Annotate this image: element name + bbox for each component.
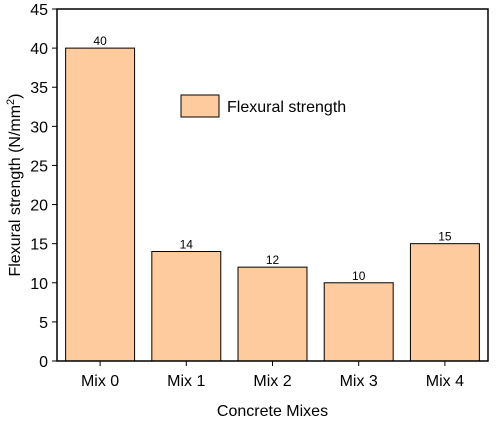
x-tick-label: Mix 4 <box>426 373 464 390</box>
x-tick-label: Mix 0 <box>81 373 119 390</box>
legend: Flexural strength <box>180 94 346 118</box>
x-tick-label: Mix 1 <box>167 373 205 390</box>
legend-label: Flexural strength <box>227 99 346 116</box>
y-axis-title-tail: ) <box>7 93 24 98</box>
y-axis: 0 5 10 15 20 25 30 35 40 45 <box>30 2 57 371</box>
bar-mix-1 <box>151 250 222 362</box>
data-label: 15 <box>438 230 452 244</box>
y-tick-label: 35 <box>30 80 48 97</box>
bar-mix-0 <box>65 47 136 362</box>
x-tick-label: Mix 3 <box>340 373 378 390</box>
bar-mix-2 <box>237 266 308 362</box>
legend-swatch <box>180 94 220 118</box>
bars-group <box>65 47 480 362</box>
bar-mix-3 <box>323 282 394 362</box>
y-tick-label: 0 <box>39 354 48 371</box>
data-label: 12 <box>266 253 280 267</box>
bar-mix-4 <box>409 243 480 362</box>
data-label: 14 <box>180 237 194 251</box>
x-axis: Mix 0 Mix 1 Mix 2 Mix 3 Mix 4 <box>81 361 464 390</box>
data-label: 10 <box>352 269 366 283</box>
y-tick-label: 40 <box>30 41 48 58</box>
data-labels-group: 40 14 12 10 15 <box>93 34 451 283</box>
y-tick-label: 45 <box>30 2 48 19</box>
data-label: 40 <box>93 34 107 48</box>
x-axis-title: Concrete Mixes <box>217 403 328 420</box>
y-tick-label: 5 <box>39 315 48 332</box>
y-axis-title: Flexural strength (N/mm2) <box>5 93 24 276</box>
y-tick-label: 30 <box>30 119 48 136</box>
y-axis-title-superscript: 2 <box>5 99 17 105</box>
y-tick-label: 25 <box>30 158 48 175</box>
y-tick-label: 10 <box>30 276 48 293</box>
x-tick-label: Mix 2 <box>253 373 291 390</box>
y-tick-label: 20 <box>30 198 48 215</box>
y-tick-label: 15 <box>30 237 48 254</box>
y-axis-title-main: Flexural strength (N/mm <box>7 105 24 277</box>
